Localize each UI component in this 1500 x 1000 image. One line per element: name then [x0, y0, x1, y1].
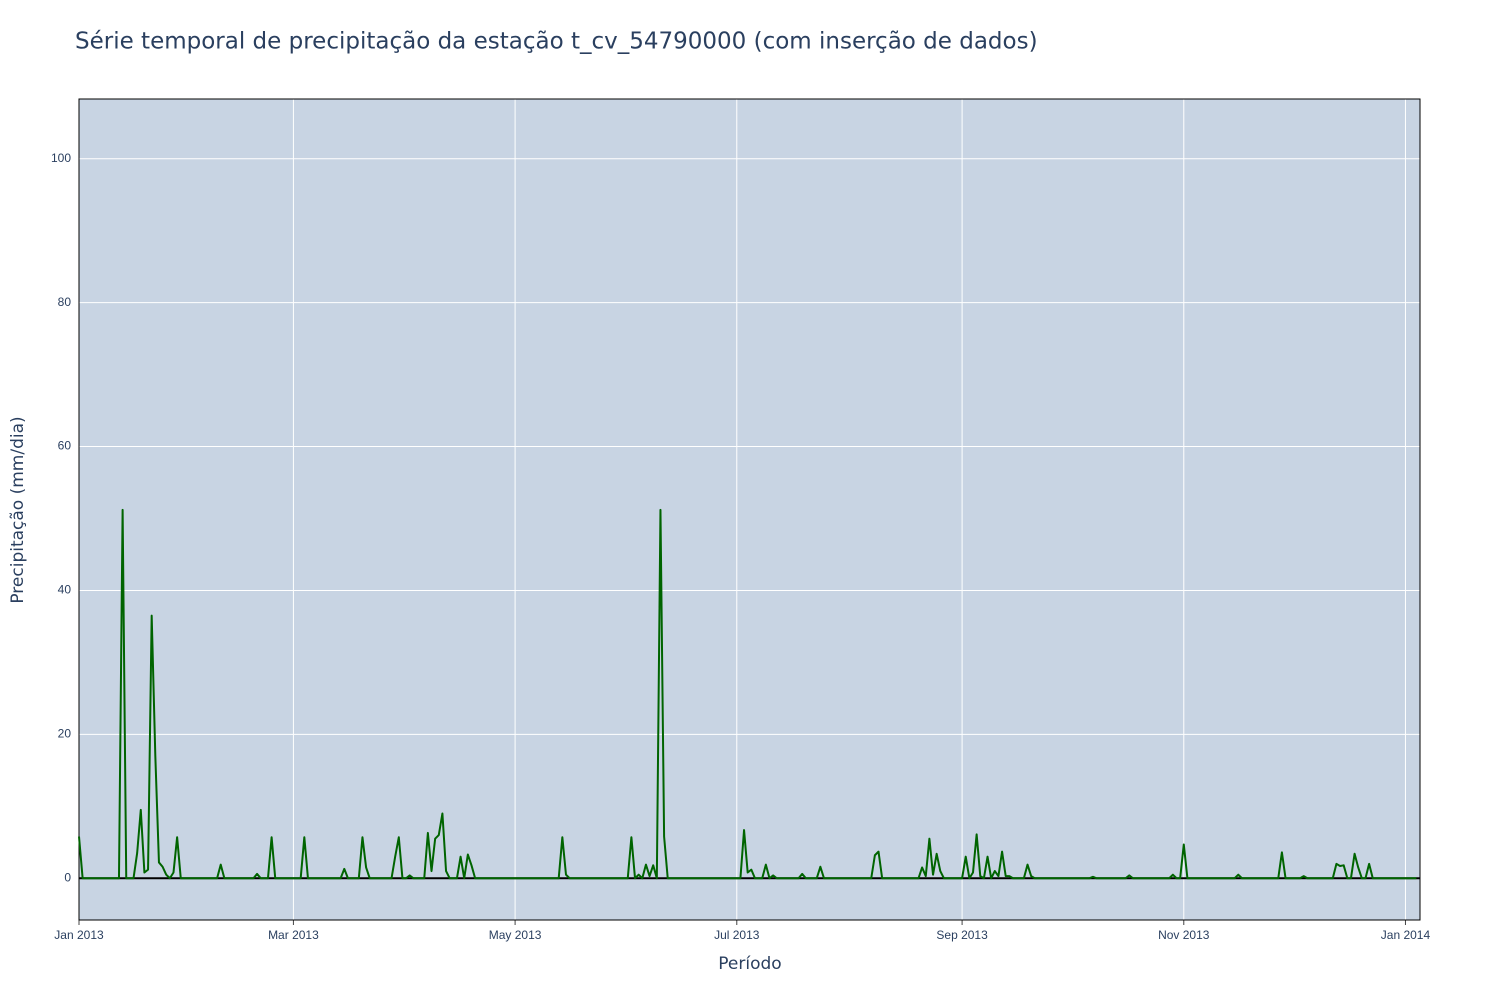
x-tick-label: Mar 2013: [268, 928, 319, 942]
y-tick-label: 60: [58, 439, 72, 453]
x-axis-title: Período: [718, 954, 781, 974]
x-tick-label: May 2013: [489, 928, 542, 942]
y-axis-title: Precipitação (mm/dia): [8, 416, 28, 603]
plot-background: [79, 99, 1420, 920]
y-tick-label: 100: [51, 151, 71, 165]
x-tick-label: Jan 2013: [54, 928, 104, 942]
y-tick-label: 0: [64, 870, 71, 884]
plot-border: [78, 98, 1421, 921]
y-tick-label: 80: [58, 295, 72, 309]
x-tick-label: Jul 2013: [714, 928, 760, 942]
x-tick-label: Nov 2013: [1158, 928, 1210, 942]
x-tick-label: Jan 2014: [1381, 928, 1431, 942]
y-tick-label: 20: [58, 727, 72, 741]
data-line: [78, 508, 1417, 880]
x-tick-label: Sep 2013: [936, 928, 988, 942]
y-tick-label: 40: [58, 583, 72, 597]
chart-title: Série temporal de precipitação da estaçã…: [75, 29, 1038, 55]
